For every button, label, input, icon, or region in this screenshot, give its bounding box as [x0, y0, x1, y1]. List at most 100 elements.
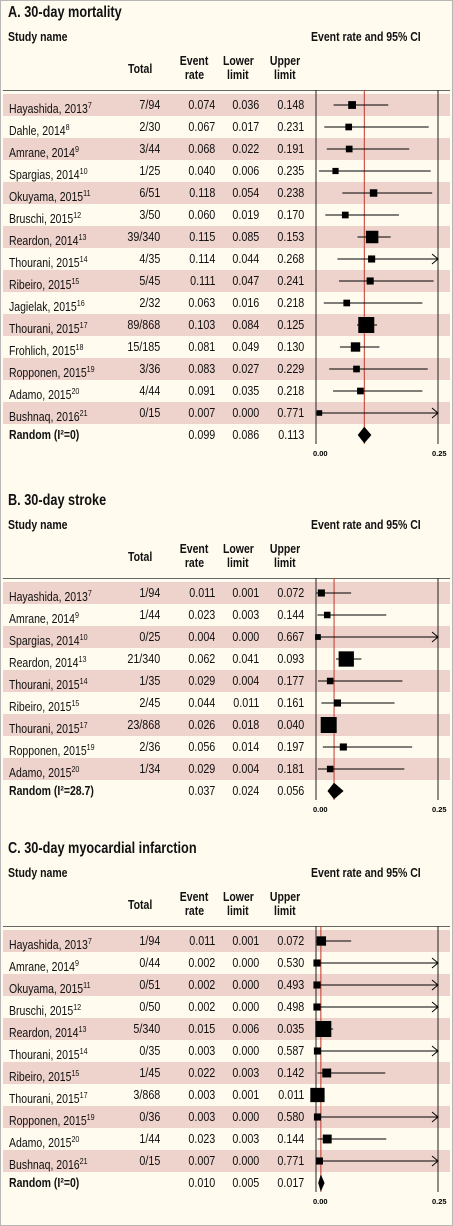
study-total: 23/868 — [127, 718, 160, 732]
study-marker — [333, 699, 342, 707]
study-total: 2/32 — [139, 296, 160, 310]
study-total: 39/340 — [127, 230, 160, 244]
header-lower-limit: Lower limit — [222, 54, 254, 82]
study-event-rate: 0.118 — [188, 186, 215, 200]
study-event-rate: 0.022 — [188, 1066, 215, 1080]
study-row: Hayashida, 20137 1/94 0.011 0.001 0.072 — [3, 930, 450, 952]
study-total: 1/34 — [139, 762, 160, 776]
study-row: Hayashida, 20137 1/94 0.011 0.001 0.072 — [3, 582, 450, 604]
study-name: Amrane, 20149 — [9, 610, 79, 627]
study-lower-limit: 0.022 — [232, 142, 259, 156]
study-name: Ropponen, 201519 — [9, 742, 95, 759]
study-marker — [322, 1068, 332, 1078]
study-total: 0/44 — [139, 956, 160, 970]
study-marker — [343, 299, 351, 307]
study-name: Thourani, 201514 — [9, 676, 88, 693]
random-event-rate: 0.010 — [188, 1176, 215, 1190]
forest-plot-area: 0.00 0.25 — [313, 90, 447, 458]
study-name: Adamo, 201520 — [9, 386, 80, 403]
panel-title: B. 30-day stroke — [8, 492, 107, 509]
study-lower-limit: 0.018 — [232, 718, 259, 732]
study-name: Ribeiro, 201515 — [9, 1068, 80, 1085]
study-name: Ropponen, 201519 — [9, 1112, 95, 1129]
header-total: Total — [128, 62, 153, 76]
study-name: Bruschi, 201512 — [9, 210, 82, 227]
study-event-rate: 0.044 — [188, 696, 215, 710]
study-upper-limit: 0.235 — [277, 164, 304, 178]
study-event-rate: 0.007 — [188, 1154, 215, 1168]
study-marker — [345, 145, 353, 153]
study-event-rate: 0.083 — [188, 362, 215, 376]
study-total: 2/36 — [139, 740, 160, 754]
study-marker — [316, 936, 327, 946]
header-upper-limit: Upper limit — [269, 542, 301, 570]
header-total: Total — [128, 550, 153, 564]
study-lower-limit: 0.036 — [232, 98, 259, 112]
study-event-rate: 0.114 — [188, 252, 215, 266]
study-lower-limit: 0.000 — [232, 956, 259, 970]
header-event-rate: Event rate — [179, 542, 209, 570]
study-upper-limit: 0.191 — [277, 142, 304, 156]
study-upper-limit: 0.241 — [277, 274, 304, 288]
study-name: Thourani, 201517 — [9, 320, 88, 337]
study-event-rate: 0.040 — [188, 164, 215, 178]
study-lower-limit: 0.014 — [232, 740, 259, 754]
study-row: Thourani, 201514 0/35 0.003 0.000 0.587 — [3, 1040, 450, 1062]
study-total: 0/36 — [139, 1110, 160, 1124]
panel-title: A. 30-day mortality — [8, 4, 122, 21]
study-marker — [323, 611, 331, 619]
random-effects-row: Random (I²=0) 0.099 0.086 0.113 — [3, 424, 450, 446]
study-lower-limit: 0.000 — [232, 406, 259, 420]
study-row: Amrane, 20149 3/44 0.068 0.022 0.191 — [3, 138, 450, 160]
header-total: Total — [128, 898, 153, 912]
study-upper-limit: 0.035 — [277, 1022, 304, 1036]
study-marker — [310, 1087, 325, 1103]
study-row: Hayashida, 20137 7/94 0.074 0.036 0.148 — [3, 94, 450, 116]
study-marker — [369, 189, 378, 197]
study-lower-limit: 0.084 — [232, 318, 259, 332]
header-event-rate: Event rate — [179, 890, 209, 918]
study-name: Adamo, 201520 — [9, 764, 80, 781]
study-row: Adamo, 201520 1/34 0.029 0.004 0.181 — [3, 758, 450, 780]
study-event-rate: 0.002 — [188, 978, 215, 992]
ci-arrow — [431, 253, 439, 265]
study-lower-limit: 0.019 — [232, 208, 259, 222]
study-marker — [338, 651, 354, 667]
study-lower-limit: 0.041 — [232, 652, 259, 666]
study-marker — [315, 634, 321, 640]
study-total: 3/44 — [139, 142, 160, 156]
study-event-rate: 0.004 — [188, 630, 215, 644]
x-tick-label: 0.25 — [432, 449, 447, 458]
study-name: Okuyama, 201511 — [9, 188, 91, 205]
random-upper-limit: 0.113 — [277, 428, 304, 442]
study-name: Hayashida, 20137 — [9, 936, 92, 953]
study-row: Ribeiro, 201515 1/45 0.022 0.003 0.142 — [3, 1062, 450, 1084]
study-event-rate: 0.002 — [188, 956, 215, 970]
study-total: 3/868 — [133, 1088, 160, 1102]
study-total: 7/94 — [139, 98, 160, 112]
study-row: Thourani, 201514 4/35 0.114 0.044 0.268 — [3, 248, 450, 270]
random-effects-label: Random (I²=0) — [9, 428, 80, 442]
study-upper-limit: 0.072 — [277, 934, 304, 948]
study-name: Jagielak, 201516 — [9, 298, 85, 315]
study-marker — [313, 981, 321, 989]
study-total: 3/50 — [139, 208, 160, 222]
study-lower-limit: 0.000 — [232, 1000, 259, 1014]
study-name: Frohlich, 201518 — [9, 342, 84, 359]
study-event-rate: 0.063 — [188, 296, 215, 310]
study-upper-limit: 0.197 — [277, 740, 304, 754]
ci-arrow — [431, 1155, 439, 1167]
study-lower-limit: 0.016 — [232, 296, 259, 310]
study-name: Ribeiro, 201515 — [9, 276, 80, 293]
study-lower-limit: 0.047 — [232, 274, 259, 288]
study-marker — [339, 743, 347, 751]
forest-panel: A. 30-day mortality Study name Event rate … — [0, 0, 453, 464]
header-plot-title: Event rate and 95% CI — [311, 866, 421, 880]
study-upper-limit: 0.218 — [277, 296, 304, 310]
study-total: 2/45 — [139, 696, 160, 710]
study-total: 0/35 — [139, 1044, 160, 1058]
study-name: Spargias, 201410 — [9, 166, 88, 183]
study-name: Amrane, 20149 — [9, 958, 79, 975]
ci-arrow — [431, 979, 439, 991]
study-lower-limit: 0.000 — [232, 630, 259, 644]
